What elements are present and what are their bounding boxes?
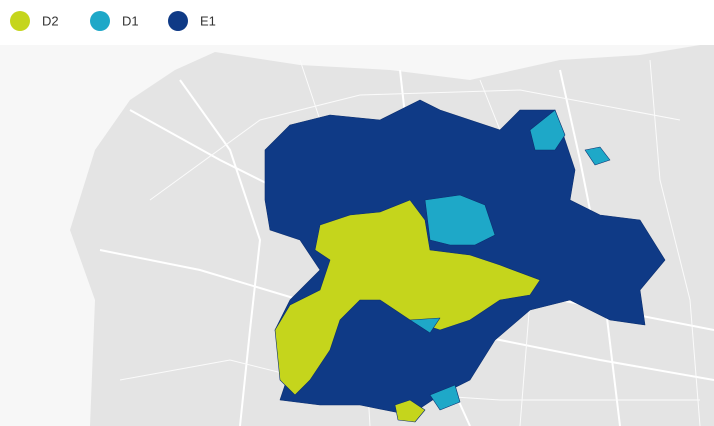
region-d1 <box>584 146 611 166</box>
region-d2 <box>394 399 426 423</box>
region-d1 <box>529 109 566 151</box>
legend-bar <box>0 0 714 45</box>
region-d1 <box>409 317 441 334</box>
region-d1 <box>424 194 496 246</box>
legend-label: D2 <box>42 13 59 28</box>
legend-swatch <box>10 11 30 31</box>
legend-swatch <box>90 11 110 31</box>
legend-swatch <box>168 11 188 31</box>
region-d1 <box>429 384 461 411</box>
legend: D2 D1 E1 <box>10 11 216 31</box>
legend-label: E1 <box>200 13 216 28</box>
legend-label: D1 <box>122 13 139 28</box>
